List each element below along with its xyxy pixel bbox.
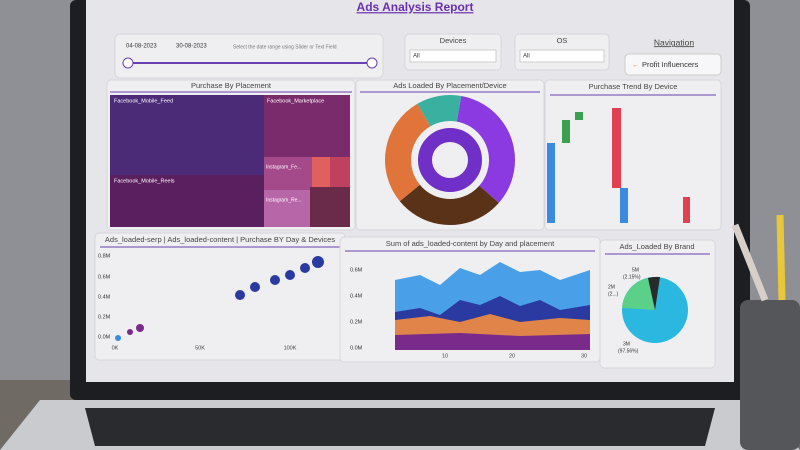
bar <box>547 143 555 223</box>
os-value: All <box>523 54 530 60</box>
keyboard <box>85 408 715 446</box>
point <box>235 290 245 300</box>
point <box>115 335 121 341</box>
point <box>270 275 280 285</box>
pie-label: (2...) <box>608 291 619 297</box>
panel-title: Purchase Trend By Device <box>589 82 678 91</box>
x-tick-label: 50K <box>195 345 205 351</box>
bar <box>612 108 621 188</box>
x-tick-label: 30 <box>581 353 587 359</box>
panel-title: Purchase By Placement <box>191 81 272 90</box>
y-tick-label: 0.2M <box>350 319 363 325</box>
panel <box>94 232 346 361</box>
tile <box>310 187 350 227</box>
pie-label: 3M <box>623 341 630 347</box>
point <box>250 282 260 292</box>
title: Ads Analysis Report <box>357 0 474 14</box>
donut-segment <box>385 94 515 225</box>
tile <box>264 95 350 157</box>
tile <box>264 157 312 190</box>
panel-title: Ads Loaded By Placement/Device <box>393 81 506 90</box>
y-tick-label: 0.0M <box>350 345 363 351</box>
tile-label: Instagram_Fe... <box>266 164 301 170</box>
tile-label: Facebook_Marketplace <box>267 98 324 104</box>
devices-label: Devices <box>440 36 467 45</box>
tile <box>312 157 330 187</box>
brush <box>731 223 769 302</box>
donut-inner <box>418 128 482 192</box>
bar <box>683 197 690 223</box>
pie-label: 5M <box>632 267 639 273</box>
donut-segment <box>385 94 515 225</box>
pie-label: (2.15%) <box>623 274 641 280</box>
point <box>300 263 310 273</box>
y-tick-label: 0.4M <box>98 294 111 300</box>
y-tick-label: 0.6M <box>98 274 111 280</box>
tile-label: Instagram_Re... <box>266 197 302 203</box>
start-date[interactable]: 04-08-2023 <box>126 44 157 50</box>
devices-dropdown[interactable] <box>409 49 497 63</box>
pie-label: 2M <box>608 284 615 290</box>
y-tick-label: 0.0M <box>98 334 111 340</box>
os-dropdown[interactable] <box>519 49 605 63</box>
tile <box>110 175 264 227</box>
y-tick-label: 0.2M <box>98 314 111 320</box>
x-tick-label: 10 <box>442 353 448 359</box>
bar <box>562 120 570 143</box>
hint: Select the date range using Slider or Te… <box>233 44 337 50</box>
nav-button-label: Profit Influencers <box>642 60 699 69</box>
nav-arrow: ← <box>632 62 639 69</box>
panel-title: Ads_Loaded By Brand <box>619 242 694 251</box>
tile <box>330 157 350 187</box>
pie-slice <box>648 276 660 310</box>
x-tick-label: 100K <box>284 345 297 351</box>
devices-value: All <box>413 54 420 60</box>
y-tick-label: 0.4M <box>350 293 363 299</box>
os-label: OS <box>557 36 568 45</box>
end-date[interactable]: 30-08-2023 <box>176 44 207 50</box>
slider-handle[interactable] <box>366 57 378 69</box>
panel-title: Sum of ads_loaded-content by Day and pla… <box>386 239 555 248</box>
point <box>136 324 144 332</box>
tile <box>264 190 310 227</box>
tile-label: Facebook_Mobile_Reels <box>114 178 175 184</box>
donut-segment <box>385 94 515 225</box>
point <box>312 256 324 268</box>
pie-label: (97.56%) <box>618 348 639 354</box>
panel-title: Ads_loaded-serp | Ads_loaded-content | P… <box>105 235 335 244</box>
area <box>395 333 590 350</box>
pencil <box>776 214 786 301</box>
slider-handle[interactable] <box>122 57 134 69</box>
point <box>285 270 295 280</box>
pie-slice <box>622 278 655 310</box>
y-tick-label: 0.6M <box>350 267 363 273</box>
bar <box>620 188 628 223</box>
tile-label: Facebook_Mobile_Feed <box>114 98 173 104</box>
y-tick-label: 0.8M <box>98 253 111 259</box>
nav-button[interactable] <box>624 53 722 76</box>
x-tick-label: 20 <box>509 353 515 359</box>
panel <box>544 79 722 231</box>
pencil-cup <box>740 300 800 450</box>
date-filter <box>114 33 384 79</box>
bar <box>575 112 583 120</box>
nav-title: Navigation <box>654 37 694 47</box>
scatter-points <box>115 256 324 341</box>
tile <box>110 95 264 175</box>
x-tick-label: 0K <box>112 345 119 351</box>
point <box>127 329 133 335</box>
